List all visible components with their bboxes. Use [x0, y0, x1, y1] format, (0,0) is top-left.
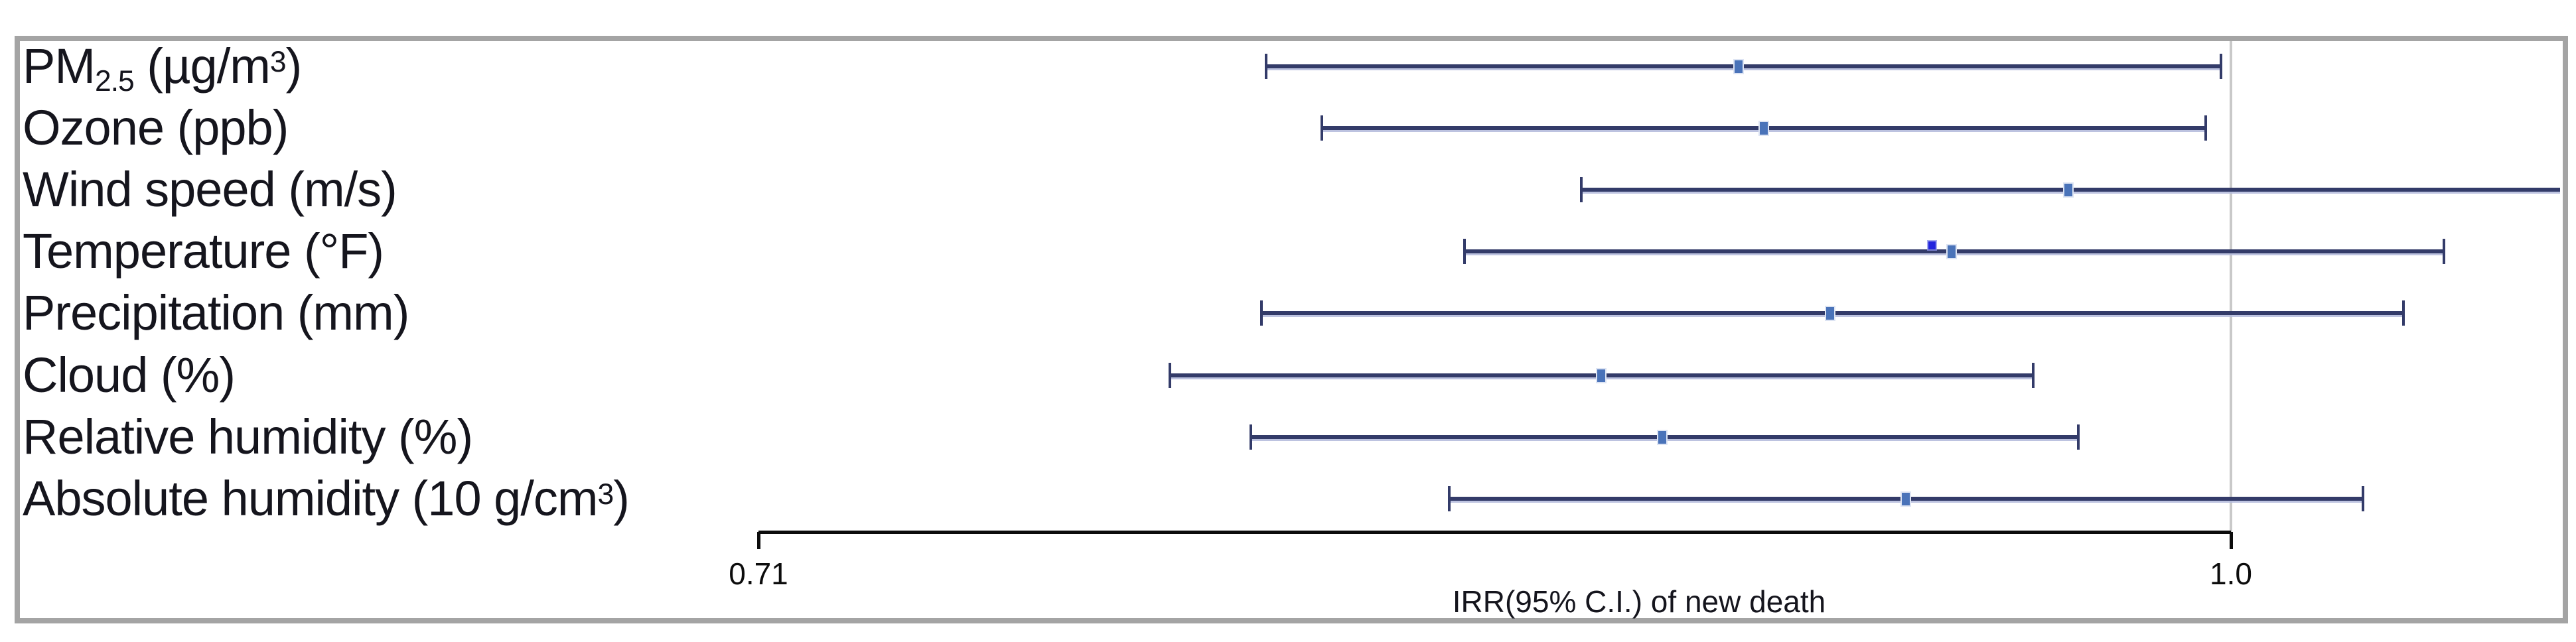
row-label: PM2.5 (µg/m3)	[23, 42, 302, 97]
x-axis-tick-label: 1.0	[2210, 556, 2252, 591]
error-bar-cap-right	[2443, 239, 2446, 265]
error-bar-cap-right	[2219, 54, 2222, 79]
row-label: Wind speed (m/s)	[23, 165, 397, 214]
row-label-segment: Precipitation (mm)	[23, 285, 409, 341]
error-bar-cap-right	[2031, 362, 2035, 388]
extra-point-marker	[1928, 241, 1936, 250]
error-bar-cap-left	[1168, 362, 1171, 388]
row-label-segment: 2.5	[95, 65, 135, 98]
row-label: Absolute humidity (10 g/cm3)	[23, 470, 630, 526]
row-label-segment: PM	[23, 38, 96, 94]
error-bar-cap-right	[2361, 485, 2364, 511]
row-label-segment: Temperature (°F)	[23, 224, 384, 279]
x-axis-tick	[757, 532, 760, 549]
row-label-segment: )	[285, 38, 303, 94]
irr-marker	[1824, 306, 1835, 322]
error-bar-cap-left	[1463, 239, 1466, 265]
error-bar-cap-left	[1259, 300, 1263, 326]
figure-frame	[15, 36, 2568, 623]
irr-marker	[2063, 182, 2074, 198]
irr-marker	[1596, 367, 1607, 383]
error-bar-cap-right	[2204, 115, 2207, 141]
x-axis-line	[758, 531, 2231, 534]
irr-marker	[1733, 59, 1744, 74]
row-label-segment: 3	[597, 478, 614, 511]
row-label: Precipitation (mm)	[23, 289, 409, 338]
row-label-segment: Ozone (ppb)	[23, 100, 289, 156]
x-axis-tick-label: 0.71	[729, 556, 788, 591]
error-bar-cap-left	[1579, 177, 1583, 203]
irr-marker	[1946, 244, 1958, 260]
row-label-segment: Relative humidity (%)	[23, 409, 473, 464]
reference-line	[2230, 41, 2232, 532]
row-label: Relative humidity (%)	[23, 412, 473, 462]
row-label: Cloud (%)	[23, 347, 236, 403]
error-bar-cap-right	[2077, 424, 2080, 450]
irr-marker	[1657, 429, 1668, 445]
row-label: Temperature (°F)	[23, 227, 384, 276]
irr-marker	[1900, 491, 1912, 507]
irr-marker	[1758, 121, 1770, 137]
row-label: Ozone (ppb)	[23, 100, 289, 156]
row-label-segment: Cloud (%)	[23, 347, 236, 403]
row-label-segment: Wind speed (m/s)	[23, 162, 397, 218]
error-bar-cap-right	[2402, 300, 2405, 326]
row-label-segment: 3	[269, 46, 287, 79]
error-bar-line	[1266, 64, 2221, 68]
row-label-segment: )	[613, 470, 630, 526]
error-bar-cap-left	[1250, 424, 1253, 450]
error-bar-cap-left	[1265, 54, 1268, 79]
row-label-segment: (µg/m	[133, 38, 271, 94]
error-bar-cap-left	[1321, 115, 1324, 141]
error-bar-cap-left	[1447, 485, 1451, 511]
x-axis-tick	[2230, 532, 2233, 549]
x-axis-title: IRR(95% C.I.) of new death	[1452, 584, 1826, 619]
row-label-segment: Absolute humidity (10 g/cm	[23, 470, 599, 526]
